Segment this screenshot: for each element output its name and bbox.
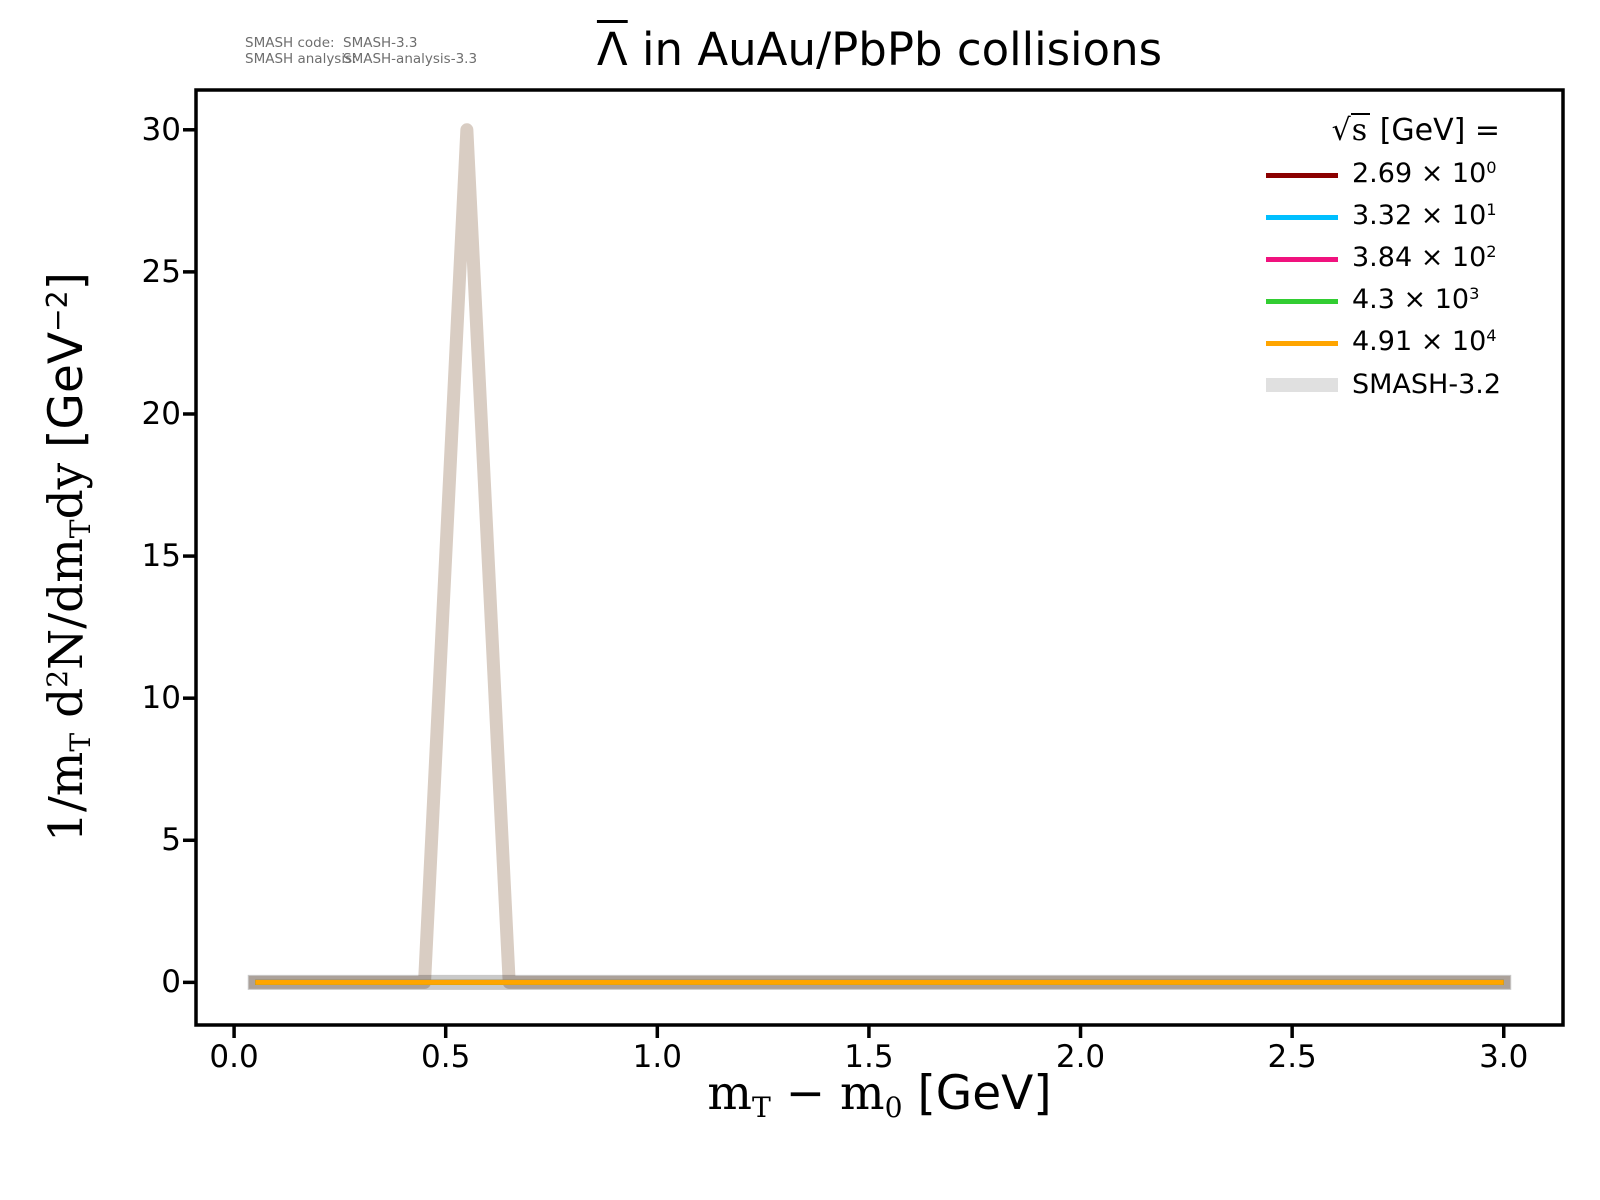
watermark: SMASH code: SMASH-3.3 SMASH analysis:SMAS… [245,35,478,68]
y-axis-label-text: dy [39,447,94,520]
x-axis-label-text: − [770,1066,841,1121]
y-axis-label-text: 1/m [39,751,94,842]
x-tick-label: 3.0 [1479,1039,1529,1075]
chart-title-text: Λ [596,23,628,76]
legend-entry-label-text: 2 [1486,241,1497,261]
y-tick-label: 0 [161,964,181,1001]
y-axis-label-text: T [63,732,97,752]
chart-title-text: in AuAu/PbPb collisions [627,23,1163,76]
x-tick-label: 1.0 [632,1039,682,1075]
legend-swatch [1266,256,1338,262]
y-tick-label: 15 [141,538,181,575]
x-tick-label: 2.5 [1267,1039,1317,1075]
y-tick-label: 30 [141,111,181,148]
legend-swatch [1266,298,1338,304]
legend-entry-label-text: 3.32 × 10 [1352,199,1487,231]
x-tick-label: 0.0 [209,1039,259,1075]
watermark-row: SMASH code: SMASH-3.3 [245,35,477,52]
legend-swatch [1266,378,1338,392]
y-axis-label-text: −2 [40,290,74,332]
legend-entry: 4.91 × 104 [1252,322,1508,364]
x-axis-label: mT − m0 [GeV] [196,1066,1563,1128]
x-axis-label-text: m [840,1066,885,1121]
chart-title: Λ in AuAu/PbPb collisions [196,24,1563,76]
legend-entry: 3.32 × 101 [1252,196,1508,238]
legend-entry-label: 3.32 × 101 [1352,199,1497,234]
legend-swatch [1266,214,1338,220]
legend-entry: 4.3 × 103 [1252,280,1508,322]
legend-entry-label: 2.69 × 100 [1352,157,1497,192]
legend: √s [GeV] = 2.69 × 100 3.32 × 101 3.84 × 10… [1252,108,1508,406]
legend-title-text: √ [1331,113,1351,148]
x-axis-label-text: [GeV] [902,1066,1052,1121]
legend-entries: 2.69 × 100 3.32 × 101 3.84 × 102 4.3 × 103 4… [1252,154,1508,406]
x-axis-label-text: T [751,1090,771,1124]
watermark-label: SMASH analysis: [245,50,357,67]
watermark-value: SMASH-analysis-3.3 [343,50,478,67]
x-tick-label: 2.0 [1055,1039,1106,1075]
legend-entry-label-text: 3 [1469,283,1480,303]
legend-entry-label-text: 4.3 × 10 [1352,283,1470,315]
legend-entry: 3.84 × 102 [1252,238,1508,280]
y-tick-label: 20 [141,395,181,432]
y-axis-label-text: 2 [40,669,74,688]
y-tick-label: 25 [141,253,181,290]
y-axis-label-text: ] [39,272,94,291]
watermark-row: SMASH analysis:SMASH-analysis-3.3 [245,50,478,68]
legend-entry-label-text: 0 [1486,157,1497,177]
legend-entry-label: 3.84 × 102 [1352,241,1497,276]
x-axis-label-text: m [707,1066,752,1121]
legend-entry: SMASH-3.2 [1252,364,1508,406]
x-tick-label: 0.5 [421,1039,471,1075]
legend-entry-label-text: 2.69 × 10 [1352,157,1487,189]
y-tick-label: 10 [141,680,181,717]
watermark-label: SMASH code: [245,35,335,51]
y-tick-label: 5 [161,822,181,859]
y-axis-label-text: [GeV [39,331,94,448]
legend-title-text: s [1350,113,1371,147]
legend-entry-label: SMASH-3.2 [1352,370,1501,400]
legend-entry-label-text: SMASH-3.2 [1352,369,1502,400]
legend-entry: 2.69 × 100 [1252,154,1508,196]
y-axis-label-text: T [63,519,97,539]
legend-swatch [1266,172,1338,178]
y-axis-label: 1/mT d2N/dmTdy [GeV−2] [36,57,100,1057]
legend-entry-label-text: 1 [1486,199,1497,219]
watermark-value: SMASH-3.3 [343,35,418,51]
legend-entry-label-text: 3.84 × 10 [1352,241,1487,273]
legend-entry-label-text: 4.91 × 10 [1352,325,1487,357]
y-axis-label-text: d [39,687,94,733]
x-axis-label-text: 0 [884,1090,903,1124]
legend-swatch [1266,340,1338,346]
y-axis-label-text: N/dm [39,538,94,670]
legend-entry-label-text: 4 [1486,325,1497,345]
legend-entry-label: 4.3 × 103 [1352,283,1480,318]
legend-title-text: [GeV] = [1370,113,1500,148]
x-tick-label: 1.5 [844,1039,894,1075]
legend-title: √s [GeV] = [1252,108,1508,154]
legend-entry-label: 4.91 × 104 [1352,325,1497,360]
